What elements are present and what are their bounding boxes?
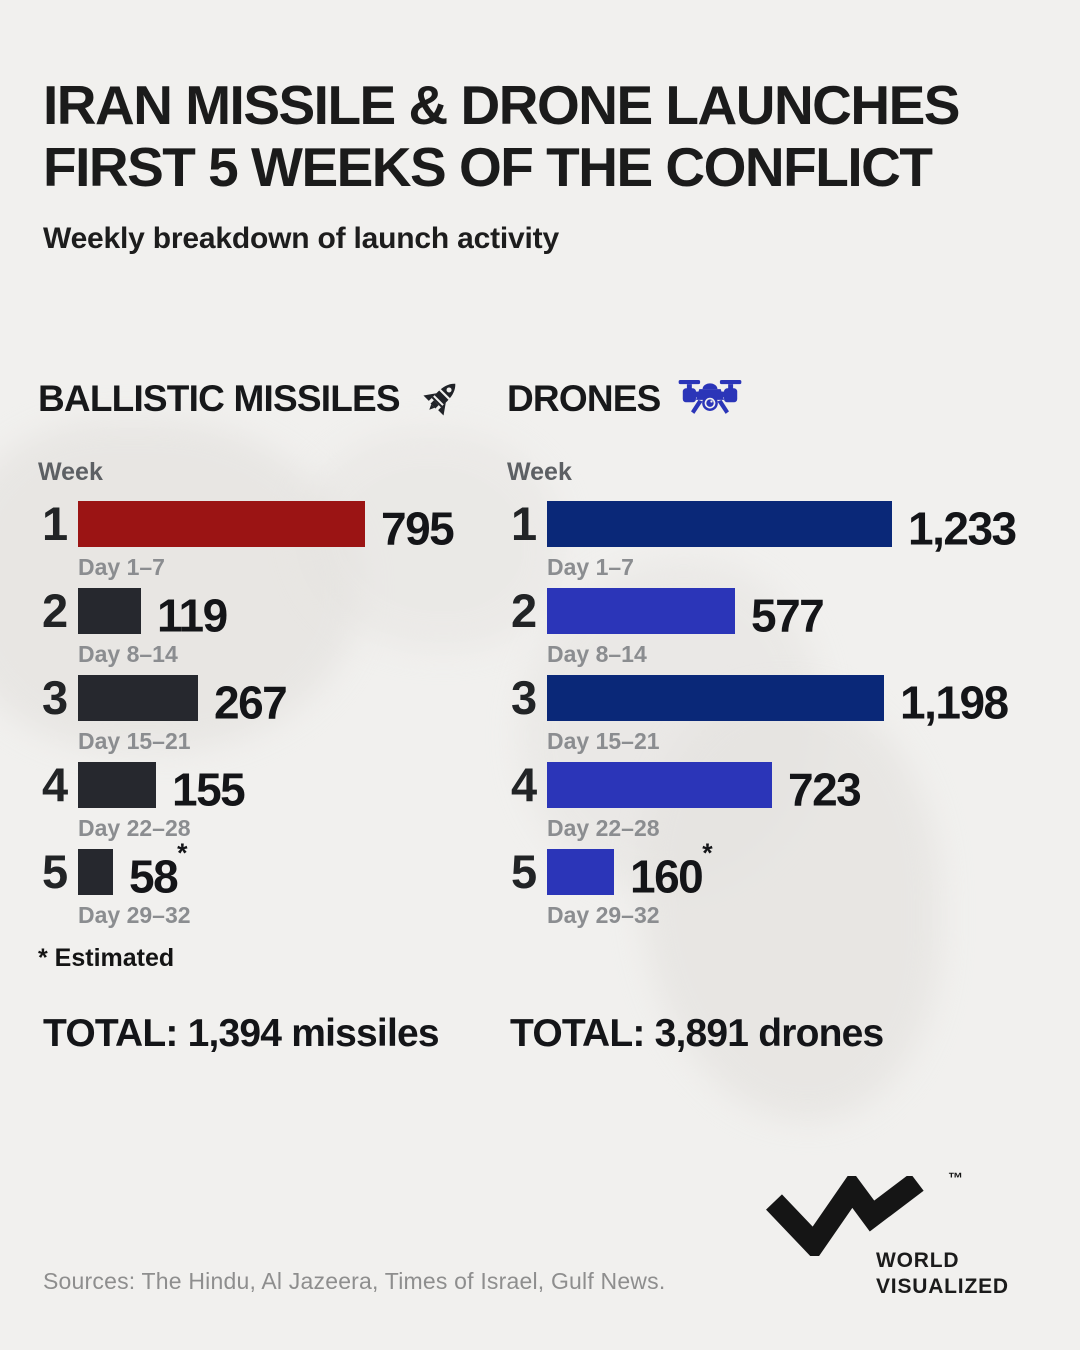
- estimated-footnote: * Estimated: [38, 944, 175, 972]
- world-map-watermark: [640, 690, 940, 1120]
- missiles-week-axis-label: Week: [38, 458, 103, 486]
- missiles-bar-week1: [78, 501, 365, 547]
- missiles-row-week1: 1 795 Day 1–7: [38, 497, 500, 580]
- week-number: 3: [511, 671, 538, 724]
- missile-icon: [416, 375, 464, 423]
- week-number: 2: [42, 584, 69, 637]
- drones-chart: DRONES: [507, 375, 1067, 936]
- bar-value-label: 160*: [630, 838, 713, 903]
- missiles-row-week3: 3 267 Day 15–21: [38, 671, 500, 754]
- bar-value-label: 119: [157, 589, 228, 642]
- day-range-label: Day 1–7: [547, 554, 634, 580]
- drones-bar-week2: [547, 588, 735, 634]
- page-title-line2: FIRST 5 WEEKS OF THE CONFLICT: [43, 136, 933, 198]
- drones-bar-week5: [547, 849, 614, 895]
- missiles-chart-title: BALLISTIC MISSILES: [38, 378, 401, 419]
- logo-wordmark: WORLD VISUALIZED: [876, 1249, 1009, 1298]
- missiles-bar-week4: [78, 762, 156, 808]
- bar-value-label: 1,198: [900, 676, 1009, 729]
- bar-value-label: 723: [788, 763, 862, 816]
- drone-icon: [677, 374, 743, 424]
- bar-value-label: 795: [381, 502, 455, 555]
- missiles-chart-heading: BALLISTIC MISSILES: [38, 375, 500, 423]
- day-range-label: Day 15–21: [78, 728, 191, 754]
- drones-row-week1: 1 1,233 Day 1–7: [507, 497, 1067, 580]
- drones-row-week3: 3 1,198 Day 15–21: [507, 671, 1067, 754]
- week-number: 5: [42, 845, 69, 898]
- day-range-label: Day 29–32: [547, 902, 660, 928]
- page-subtitle: Weekly breakdown of launch activity: [43, 222, 559, 255]
- week-number: 1: [42, 497, 69, 550]
- missiles-row-week5: 5 58* Day 29–32: [38, 838, 500, 928]
- logo-w-mark: [766, 1176, 924, 1256]
- day-range-label: Day 15–21: [547, 728, 660, 754]
- week-number: 5: [511, 845, 538, 898]
- missiles-bar-week5: [78, 849, 113, 895]
- drones-bar-week4: [547, 762, 772, 808]
- missiles-total: TOTAL: 1,394 missiles: [43, 1012, 440, 1055]
- drones-bar-week3: [547, 675, 884, 721]
- bar-value-label: 577: [751, 589, 825, 642]
- week-number: 4: [42, 758, 69, 811]
- drones-week-axis-label: Week: [507, 458, 572, 486]
- drones-chart-title: DRONES: [507, 378, 661, 419]
- day-range-label: Day 22–28: [78, 815, 191, 841]
- week-number: 1: [511, 497, 538, 550]
- week-number: 4: [511, 758, 538, 811]
- trademark-symbol: ™: [948, 1170, 963, 1187]
- bar-value-label: 58*: [129, 838, 188, 903]
- missiles-row-week4: 4 155 Day 22–28: [38, 758, 500, 841]
- page-title: IRAN MISSILE & DRONE LAUNCHES FIRST 5 WE…: [43, 74, 961, 198]
- missiles-chart: BALLISTIC MISSILES Week: [38, 375, 500, 973]
- missiles-bar-week3: [78, 675, 198, 721]
- day-range-label: Day 29–32: [78, 902, 191, 928]
- drones-row-week4: 4 723 Day 22–28: [507, 758, 1067, 841]
- drones-total: TOTAL: 3,891 drones: [510, 1012, 884, 1055]
- week-number: 2: [511, 584, 538, 637]
- day-range-label: Day 8–14: [547, 641, 647, 667]
- day-range-label: Day 1–7: [78, 554, 165, 580]
- bar-value-label: 267: [214, 676, 288, 729]
- world-visualized-logo: ™ WORLD VISUALIZED: [764, 1164, 1014, 1299]
- missiles-row-week2: 2 119 Day 8–14: [38, 584, 500, 667]
- week-number: 3: [42, 671, 69, 724]
- bar-value-label: 155: [172, 763, 246, 816]
- missiles-bar-week2: [78, 588, 141, 634]
- drones-chart-heading: DRONES: [507, 375, 1067, 423]
- day-range-label: Day 8–14: [78, 641, 178, 667]
- day-range-label: Day 22–28: [547, 815, 660, 841]
- sources-line: Sources: The Hindu, Al Jazeera, Times of…: [43, 1268, 666, 1294]
- drones-row-week2: 2 577 Day 8–14: [507, 584, 1067, 667]
- drones-bar-week1: [547, 501, 892, 547]
- drones-row-week5: 5 160* Day 29–32: [507, 838, 1067, 928]
- page-title-line1: IRAN MISSILE & DRONE LAUNCHES: [43, 74, 961, 136]
- bar-value-label: 1,233: [908, 502, 1017, 555]
